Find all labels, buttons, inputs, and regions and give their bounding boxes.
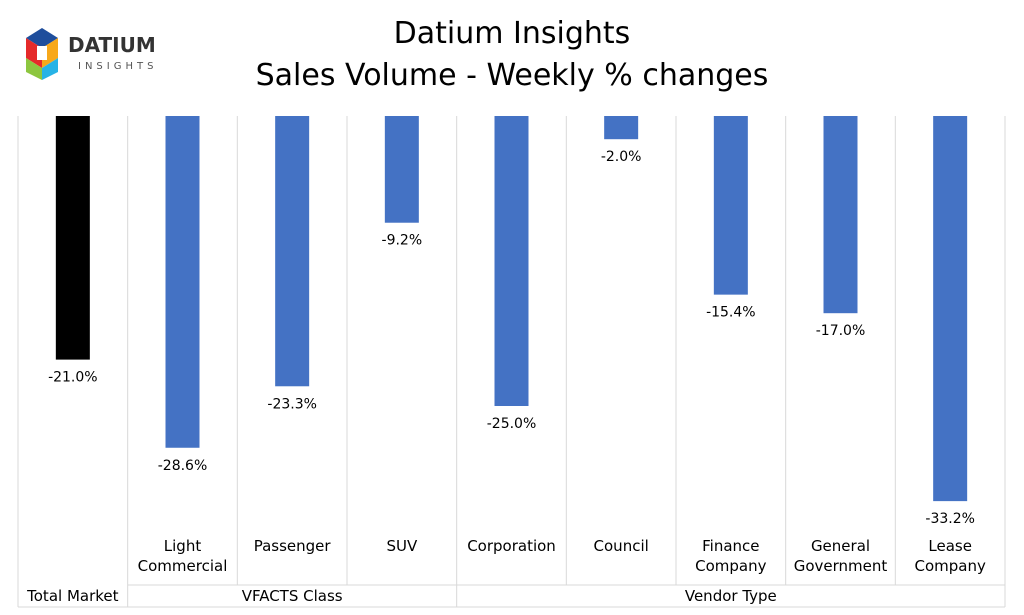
group-label: Vendor Type — [685, 587, 777, 605]
chart-subtitle: Sales Volume - Weekly % changes — [255, 58, 769, 93]
data-label: -15.4% — [706, 305, 756, 321]
bar — [713, 116, 748, 295]
bar — [604, 116, 639, 140]
category-tick-label: Lease — [928, 537, 972, 555]
category-tick-label: Finance — [702, 537, 759, 555]
data-label: -28.6% — [158, 458, 208, 474]
bar — [165, 116, 200, 448]
category-tick-label: Corporation — [467, 537, 556, 555]
chart-title: Datium Insights — [393, 16, 631, 51]
logo-sub-text: INSIGHTS — [78, 61, 157, 72]
data-label: -17.0% — [816, 323, 866, 339]
bar — [384, 116, 419, 223]
category-tick-label: Passenger — [254, 537, 332, 555]
category-tick-label: Light — [164, 537, 202, 555]
datium-logo: DATIUM INSIGHTS — [26, 28, 157, 80]
data-label: -2.0% — [601, 149, 642, 165]
bar — [55, 116, 90, 360]
category-tick-label: Council — [594, 537, 649, 555]
data-label: -25.0% — [487, 416, 537, 432]
data-label: -21.0% — [48, 370, 98, 386]
category-tick-label: General — [811, 537, 870, 555]
group-label: VFACTS Class — [242, 587, 343, 605]
data-label: -23.3% — [267, 396, 317, 412]
category-tick-label: Company — [914, 557, 985, 575]
data-label: -33.2% — [925, 511, 975, 527]
bar — [494, 116, 529, 406]
category-tick-label: Government — [794, 557, 888, 575]
category-tick-label: SUV — [386, 537, 418, 555]
bar — [275, 116, 310, 387]
bar — [823, 116, 858, 314]
logo-mark-icon — [26, 28, 58, 80]
data-label: -9.2% — [382, 233, 423, 249]
logo-brand-text: DATIUM — [68, 33, 156, 57]
category-tick-label: Commercial — [138, 557, 228, 575]
category-tick-label: Company — [695, 557, 766, 575]
bar — [933, 116, 968, 502]
group-label: Total Market — [26, 587, 118, 605]
